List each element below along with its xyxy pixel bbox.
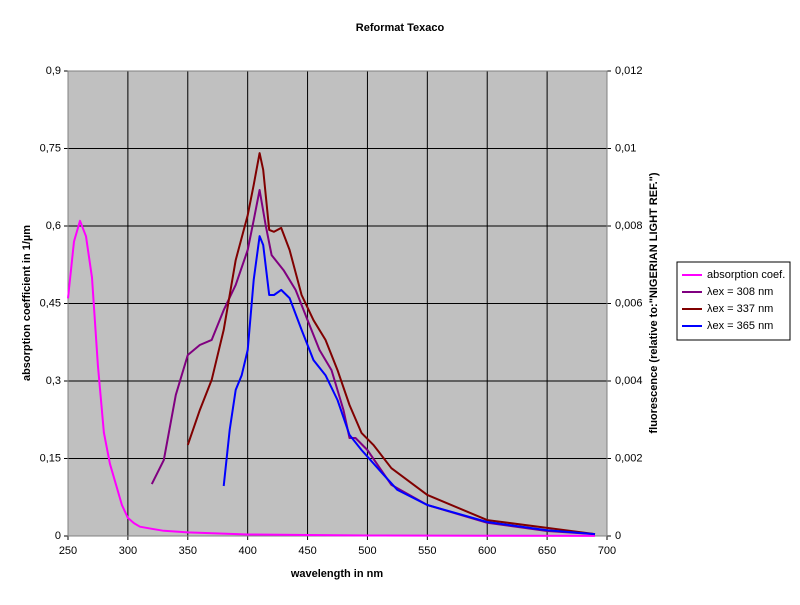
chart-title: Reformat Texaco bbox=[356, 22, 445, 34]
legend-label: absorption coef. bbox=[707, 269, 785, 281]
y-tick-label: 0,15 bbox=[40, 452, 61, 464]
x-axis-label: wavelength in nm bbox=[290, 568, 384, 580]
y-tick-label: 0,45 bbox=[40, 297, 61, 309]
y2-tick-label: 0,006 bbox=[615, 297, 643, 309]
series-line bbox=[67, 219, 596, 537]
y-tick-label: 0,3 bbox=[46, 375, 61, 387]
y2-axis-label: fluorescence (relative to:"NIGERIAN LIGH… bbox=[648, 172, 660, 433]
y-tick-label: 0,75 bbox=[40, 142, 61, 154]
y2-tick-label: 0,002 bbox=[615, 452, 643, 464]
x-tick-label: 250 bbox=[59, 545, 77, 557]
x-tick-label: 350 bbox=[179, 545, 197, 557]
x-tick-label: 600 bbox=[478, 545, 496, 557]
x-tick-label: 450 bbox=[298, 545, 316, 557]
y2-tick-label: 0,004 bbox=[615, 375, 643, 387]
y-tick-label: 0,6 bbox=[46, 220, 61, 232]
x-tick-label: 550 bbox=[418, 545, 436, 557]
series-line bbox=[186, 152, 596, 536]
legend-label: λex = 365 nm bbox=[707, 320, 773, 332]
y2-tick-label: 0,008 bbox=[615, 220, 643, 232]
legend-label: λex = 308 nm bbox=[707, 286, 773, 298]
y-axis-label: absorption coefficient in 1/µm bbox=[21, 225, 33, 381]
x-tick-label: 500 bbox=[358, 545, 376, 557]
x-tick-label: 400 bbox=[238, 545, 256, 557]
x-tick-label: 300 bbox=[119, 545, 137, 557]
y2-tick-label: 0,012 bbox=[615, 65, 643, 77]
y-tick-label: 0,9 bbox=[46, 65, 61, 77]
x-tick-label: 700 bbox=[598, 545, 616, 557]
y2-tick-label: 0,01 bbox=[615, 142, 636, 154]
legend-label: λex = 337 nm bbox=[707, 303, 773, 315]
y2-tick-label: 0 bbox=[615, 530, 621, 542]
series-line bbox=[222, 235, 596, 536]
x-tick-label: 650 bbox=[538, 545, 556, 557]
y-tick-label: 0 bbox=[55, 530, 61, 542]
